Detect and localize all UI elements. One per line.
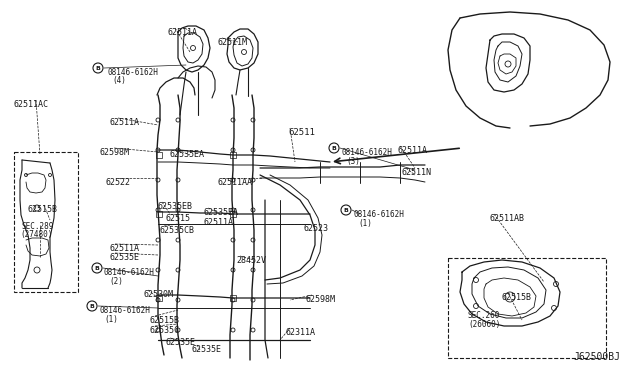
Text: (27480): (27480) [20, 230, 52, 239]
Text: 62511A: 62511A [110, 118, 140, 127]
Text: 62511A: 62511A [204, 218, 234, 227]
Text: 62598M: 62598M [306, 295, 336, 304]
Text: J62500BJ: J62500BJ [573, 352, 620, 362]
Text: 62535C: 62535C [150, 326, 180, 335]
Text: 62535EA: 62535EA [204, 208, 239, 217]
Text: B: B [90, 304, 95, 308]
Bar [230, 152, 236, 158]
Text: 62511AA: 62511AA [218, 178, 253, 187]
Bar [156, 152, 162, 158]
Text: B: B [344, 208, 348, 212]
Text: 62530M: 62530M [144, 290, 174, 299]
Text: 62511AC: 62511AC [14, 100, 49, 109]
Text: 62515B: 62515B [28, 205, 58, 214]
Text: SEC.260: SEC.260 [468, 311, 500, 320]
Text: 62511A: 62511A [167, 28, 197, 37]
Text: (1): (1) [104, 315, 118, 324]
Text: 62511A: 62511A [110, 244, 140, 253]
Text: B: B [332, 145, 337, 151]
Text: (4): (4) [112, 76, 126, 85]
Text: 62535CB: 62535CB [160, 226, 195, 235]
Text: 62598M: 62598M [99, 148, 129, 157]
Bar [230, 295, 236, 301]
Bar [156, 295, 162, 301]
Text: 62511: 62511 [288, 128, 315, 137]
Text: 62515B: 62515B [502, 293, 532, 302]
Text: B: B [95, 65, 100, 71]
Text: 62535E: 62535E [166, 338, 196, 347]
Text: 08146-6162H: 08146-6162H [99, 306, 150, 315]
Text: 62522: 62522 [106, 178, 131, 187]
Text: (2): (2) [109, 277, 123, 286]
Text: SEC.289: SEC.289 [22, 222, 54, 231]
Text: 08146-6162H: 08146-6162H [353, 210, 404, 219]
Text: (26060): (26060) [468, 320, 500, 329]
Text: 08146-6162H: 08146-6162H [341, 148, 392, 157]
Text: 62511M: 62511M [218, 38, 248, 47]
Text: 62511A: 62511A [397, 146, 427, 155]
Text: 08146-6162H: 08146-6162H [107, 68, 158, 77]
Text: 62535E: 62535E [192, 345, 222, 354]
Text: 62535EA: 62535EA [170, 150, 205, 159]
Bar [156, 211, 162, 217]
Text: 62515: 62515 [166, 214, 191, 223]
Text: 28452V: 28452V [236, 256, 266, 265]
Text: (3): (3) [346, 157, 360, 166]
Text: 62311A: 62311A [286, 328, 316, 337]
Text: 62523: 62523 [304, 224, 329, 233]
Text: 62535EB: 62535EB [158, 202, 193, 211]
Text: B: B [95, 266, 99, 270]
Text: 08146-6162H: 08146-6162H [104, 268, 155, 277]
Text: 62515B: 62515B [150, 316, 180, 325]
Text: 62511N: 62511N [402, 168, 432, 177]
Bar [230, 211, 236, 217]
Text: 62535E: 62535E [110, 253, 140, 262]
Text: (1): (1) [358, 219, 372, 228]
Text: 62511AB: 62511AB [490, 214, 525, 223]
